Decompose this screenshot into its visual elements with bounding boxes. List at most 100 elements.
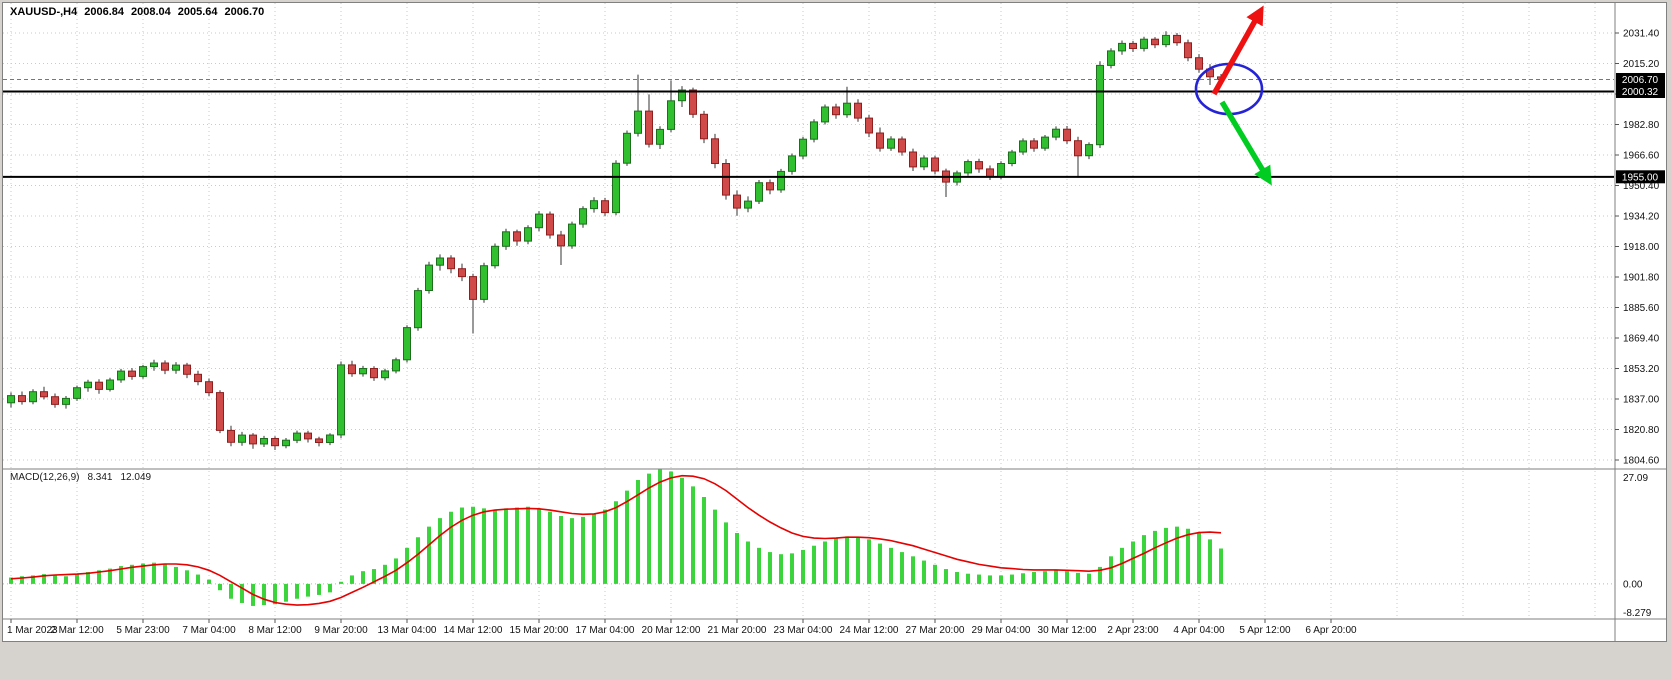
time-axis-label: 2 Apr 23:00 (1107, 625, 1159, 636)
macd-params-label: MACD(12,26,9) (10, 472, 80, 483)
chart-canvas[interactable]: 2031.402015.201999.001982.801966.601950.… (3, 3, 1666, 641)
candle (51, 393, 59, 408)
candle (403, 325, 411, 363)
candle (1173, 33, 1181, 46)
candle (293, 430, 301, 444)
candle (315, 436, 323, 447)
candle (909, 148, 917, 171)
candle (1151, 37, 1159, 49)
candle (1129, 40, 1137, 52)
candle (29, 389, 37, 405)
candle (733, 190, 741, 216)
candle (524, 225, 532, 245)
time-axis-label: 5 Apr 12:00 (1239, 625, 1291, 636)
hline-price-tag-label: 1955.00 (1622, 172, 1659, 183)
candle (271, 436, 279, 450)
candle (898, 136, 906, 156)
price-axis-label: 2015.20 (1623, 59, 1660, 70)
time-axis-label: 1 Mar 2023 (7, 625, 58, 636)
candle (238, 431, 246, 446)
candle (1030, 138, 1038, 152)
candle (1052, 126, 1060, 141)
time-axis-label: 17 Mar 04:00 (576, 625, 635, 636)
candle (700, 110, 708, 144)
time-axis-label: 30 Mar 12:00 (1038, 625, 1097, 636)
candle (326, 433, 334, 446)
price-axis-label: 1966.60 (1623, 151, 1660, 162)
candle (920, 155, 928, 171)
candle (799, 136, 807, 160)
candle (557, 230, 565, 265)
candle (95, 379, 103, 394)
time-axis-label: 14 Mar 12:00 (444, 625, 503, 636)
candle (645, 94, 653, 148)
candle (1107, 48, 1115, 69)
time-axis-label: 20 Mar 12:00 (642, 625, 701, 636)
candle (117, 368, 125, 383)
bearish-arrow[interactable] (1219, 100, 1272, 186)
time-axis-label: 5 Mar 23:00 (116, 625, 170, 636)
price-axis-label: 1853.20 (1623, 364, 1660, 375)
candle (128, 368, 136, 380)
time-axis-label: 13 Mar 04:00 (378, 625, 437, 636)
candle (535, 211, 543, 232)
candle (1184, 39, 1192, 62)
candle (656, 126, 664, 149)
candle (546, 211, 554, 239)
candle (392, 357, 400, 374)
time-axis-label: 21 Mar 20:00 (708, 625, 767, 636)
candle (1008, 149, 1016, 167)
price-axis-label: 1934.20 (1623, 212, 1660, 223)
candle (777, 168, 785, 193)
candle (865, 114, 873, 138)
time-axis-label: 24 Mar 12:00 (840, 625, 899, 636)
candle (491, 243, 499, 269)
candle (942, 168, 950, 197)
candle (975, 158, 983, 173)
candle (150, 359, 158, 371)
candle (249, 433, 257, 449)
hline-price-tag (1616, 85, 1665, 98)
candle (722, 159, 730, 200)
candle (513, 229, 521, 246)
candle (590, 197, 598, 213)
candle (876, 127, 884, 152)
time-axis-label: 29 Mar 04:00 (972, 625, 1031, 636)
candle (458, 263, 466, 282)
price-axis-label: 1901.80 (1623, 273, 1660, 284)
candle (821, 104, 829, 125)
candle (337, 361, 345, 439)
candle (612, 160, 620, 216)
time-axis-label: 8 Mar 12:00 (248, 625, 302, 636)
candle (623, 130, 631, 166)
candle (227, 425, 235, 447)
price-axis-label: 1918.00 (1623, 242, 1660, 253)
ohlc-open: 2006.84 (84, 6, 124, 18)
candle (1074, 136, 1082, 178)
candle (348, 360, 356, 377)
candle (678, 86, 686, 107)
candle (689, 87, 697, 118)
candle (1118, 40, 1126, 55)
candle (953, 170, 961, 186)
macd-signal-line (10, 474, 1222, 606)
time-axis-label: 6 Apr 20:00 (1305, 625, 1357, 636)
candle (1041, 135, 1049, 151)
candle (106, 377, 114, 392)
candle (788, 153, 796, 175)
candle (601, 197, 609, 217)
candle (1063, 126, 1071, 145)
bullish-arrow[interactable] (1211, 5, 1264, 96)
candle (370, 366, 378, 381)
candle (568, 221, 576, 249)
price-axis-label: 1869.40 (1623, 334, 1660, 345)
price-axis-label: 1837.00 (1623, 395, 1660, 406)
candle (854, 99, 862, 122)
candle (711, 133, 719, 169)
candle (502, 228, 510, 250)
candle (282, 438, 290, 449)
candle (7, 392, 15, 408)
symbol-timeframe-label: XAUUSD-,H4 (10, 6, 78, 18)
candle (634, 74, 642, 137)
